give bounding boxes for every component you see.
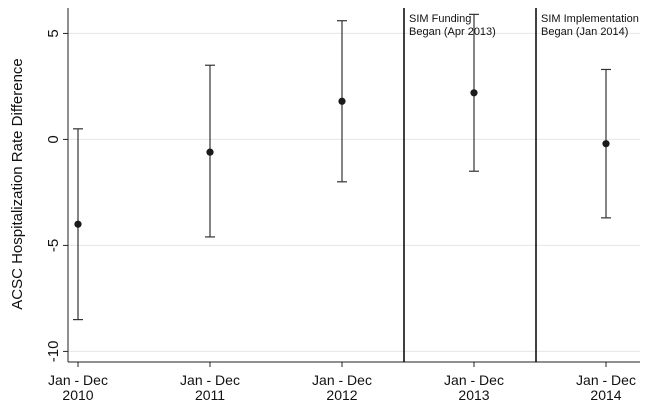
x-tick-label-2-line1: Jan - Dec (312, 372, 372, 388)
y-tick-label-1: 0 (45, 135, 62, 143)
error-bars (73, 13, 611, 321)
y-axis-label: ACSC Hospitalization Rate Difference (9, 58, 26, 310)
x-tick-label-4-line2: 2014 (590, 387, 621, 403)
y-tick-label-3: -10 (45, 341, 62, 363)
x-tick-label-3-line1: Jan - Dec (444, 372, 504, 388)
reference-annotation-1-line1: SIM Implementation (541, 13, 639, 25)
point-estimate-1 (206, 148, 214, 156)
reference-annotation-0-line2: Began (Apr 2013) (409, 26, 496, 38)
point-estimates (74, 89, 610, 228)
grid-lines (68, 32, 640, 352)
y-ticks: 5 0 -5 -10 (45, 29, 68, 362)
x-tick-label-0-line2: 2010 (62, 387, 93, 403)
x-tick-label-0-line1: Jan - Dec (48, 372, 108, 388)
point-estimate-2 (338, 97, 346, 105)
x-tick-label-3-line2: 2013 (458, 387, 489, 403)
axes (67, 8, 640, 363)
point-estimate-0 (74, 220, 82, 228)
x-tick-label-1-line1: Jan - Dec (180, 372, 240, 388)
reference-annotation-0-line1: SIM Funding (409, 13, 471, 25)
x-tick-label-1-line2: 2011 (195, 387, 225, 403)
y-tick-label-2: -5 (45, 239, 62, 252)
x-tick-label-2-line2: 2012 (326, 387, 357, 403)
reference-annotation-1-line2: Began (Jan 2014) (541, 26, 628, 38)
point-estimate-4 (602, 140, 610, 148)
y-tick-label-0: 5 (45, 29, 62, 37)
point-estimate-3 (470, 89, 478, 97)
x-tick-label-4-line1: Jan - Dec (576, 372, 636, 388)
